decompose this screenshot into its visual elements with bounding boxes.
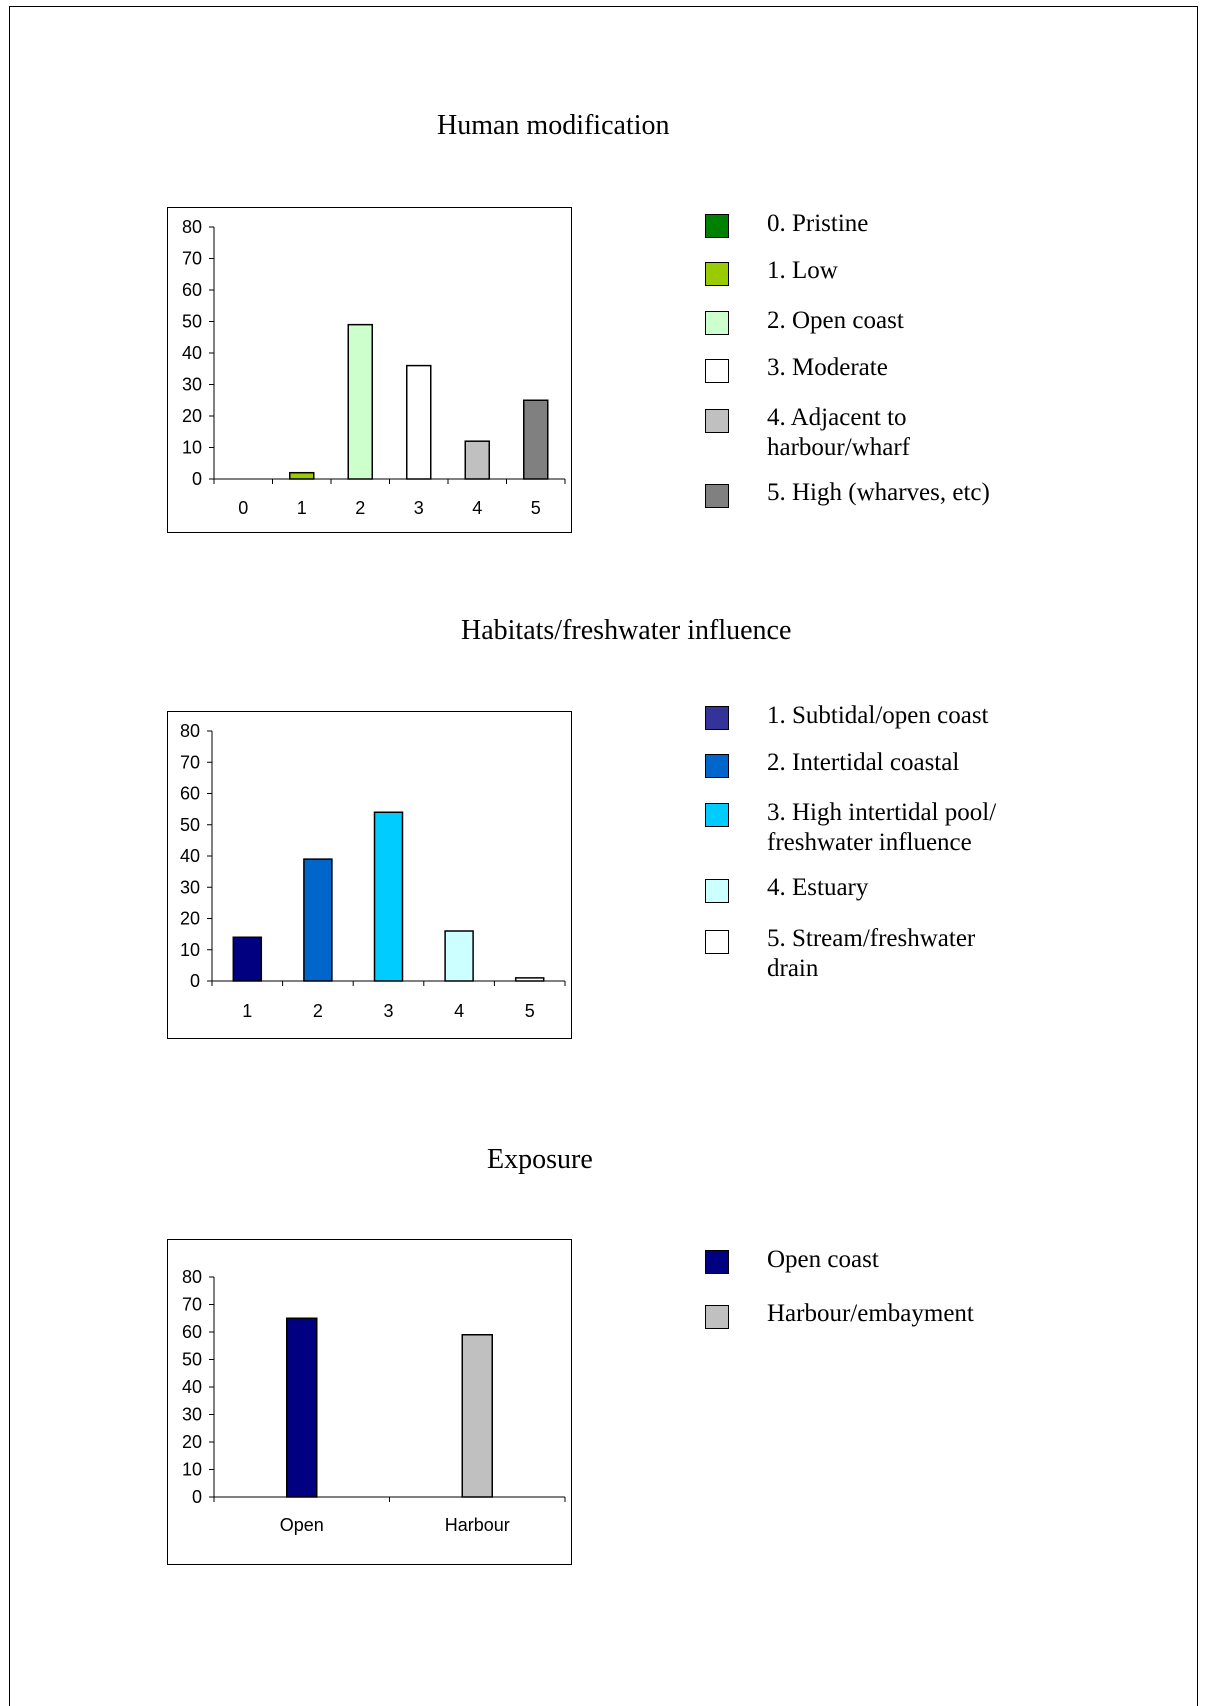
y-tick-label: 10 (182, 438, 202, 458)
legend-swatch (705, 409, 729, 433)
chart-title: Exposure (487, 1144, 593, 1175)
legend-label: 5. Stream/freshwater drain (767, 925, 976, 982)
x-tick-label: 4 (454, 1001, 464, 1021)
y-tick-label: 50 (182, 1350, 202, 1370)
chart-title: Habitats/freshwater influence (461, 615, 792, 646)
legend-swatch (705, 754, 729, 778)
legend-swatch (705, 1305, 729, 1329)
chart-plot-box: 0 10 20 30 40 50 60 70 80 0 1 2 3 4 5 (167, 207, 572, 533)
x-tick-label: Open (280, 1515, 324, 1535)
x-tick-label: Harbour (445, 1515, 510, 1535)
y-tick-label: 10 (182, 1460, 202, 1480)
y-tick-label: 0 (192, 1487, 202, 1507)
legend-swatch (705, 359, 729, 383)
bar (523, 399, 549, 480)
y-tick-label: 70 (182, 249, 202, 269)
y-tick-label: 80 (182, 217, 202, 237)
legend-swatch (705, 803, 729, 827)
x-tick-label: 1 (242, 1001, 252, 1021)
y-tick-label: 30 (180, 877, 200, 897)
y-tick-label: 70 (180, 752, 200, 772)
legend-label: 4. Estuary (767, 874, 869, 901)
x-tick-label: 5 (531, 498, 541, 518)
y-tick-label: 80 (182, 1267, 202, 1287)
bar (461, 1334, 493, 1498)
chart-svg: 0 10 20 30 40 50 60 70 80 0 1 2 3 4 5 (182, 217, 566, 518)
bar (347, 323, 373, 480)
legend-swatch (705, 214, 729, 238)
legend-swatch (705, 930, 729, 954)
y-tick-label: 50 (182, 312, 202, 332)
x-tick-label: 2 (355, 498, 365, 518)
legend-swatch (705, 311, 729, 335)
x-tick-label: 3 (414, 498, 424, 518)
y-tick-label: 30 (182, 1405, 202, 1425)
chart-svg: 0 10 20 30 40 50 60 70 80 Open Harbour (182, 1267, 566, 1535)
x-tick-label: 4 (472, 498, 482, 518)
y-tick-label: 60 (180, 784, 200, 804)
chart-title: Human modification (437, 110, 670, 141)
bar (303, 858, 333, 982)
y-tick-label: 50 (180, 815, 200, 835)
y-tick-label: 40 (182, 1377, 202, 1397)
bar (514, 977, 545, 982)
legend-swatch (705, 262, 729, 286)
y-tick-label: 40 (180, 846, 200, 866)
y-tick-label: 40 (182, 343, 202, 363)
legend-swatch (705, 484, 729, 508)
chart-svg: 0 10 20 30 40 50 60 70 80 1 2 3 4 5 (180, 721, 566, 1021)
y-tick-label: 80 (180, 721, 200, 741)
bar (286, 1317, 318, 1498)
bar (289, 471, 315, 480)
y-tick-label: 60 (182, 280, 202, 300)
y-tick-label: 70 (182, 1295, 202, 1315)
bar (444, 930, 474, 982)
legend-label: 5. High (wharves, etc) (767, 479, 990, 506)
y-tick-label: 20 (182, 406, 202, 426)
legend-label: 1. Low (767, 257, 838, 284)
chart-plot-box: 0 10 20 30 40 50 60 70 80 Open Harbour (167, 1239, 572, 1565)
y-tick-label: 20 (182, 1432, 202, 1452)
y-tick-label: 10 (180, 940, 200, 960)
x-tick-label: 0 (238, 498, 248, 518)
legend-label: 1. Subtidal/open coast (767, 702, 989, 729)
y-tick-label: 20 (180, 909, 200, 929)
legend-label: 0. Pristine (767, 210, 869, 237)
y-tick-label: 0 (190, 971, 200, 991)
x-tick-label: 2 (313, 1001, 323, 1021)
legend-swatch (705, 879, 729, 903)
y-tick-label: 30 (182, 375, 202, 395)
legend-label: 3. Moderate (767, 354, 888, 381)
chart-plot-box: 0 10 20 30 40 50 60 70 80 1 2 3 4 5 (167, 711, 572, 1039)
x-tick-label: 1 (297, 498, 307, 518)
y-tick-label: 60 (182, 1322, 202, 1342)
legend-label: 2. Intertidal coastal (767, 749, 960, 776)
bar (406, 364, 432, 480)
legend-label: 4. Adjacent to harbour/wharf (767, 404, 910, 461)
y-tick-label: 0 (192, 469, 202, 489)
x-tick-label: 3 (383, 1001, 393, 1021)
legend-label: Harbour/embayment (767, 1300, 974, 1327)
legend-swatch (705, 1250, 729, 1274)
legend-label: Open coast (767, 1246, 879, 1273)
legend-label: 2. Open coast (767, 307, 904, 334)
page-frame (9, 6, 1198, 1706)
bar (464, 440, 490, 480)
legend-swatch (705, 706, 729, 730)
legend-label: 3. High intertidal pool/ freshwater infl… (767, 799, 997, 856)
bar (232, 936, 263, 982)
x-tick-label: 5 (525, 1001, 535, 1021)
bar (373, 811, 404, 982)
